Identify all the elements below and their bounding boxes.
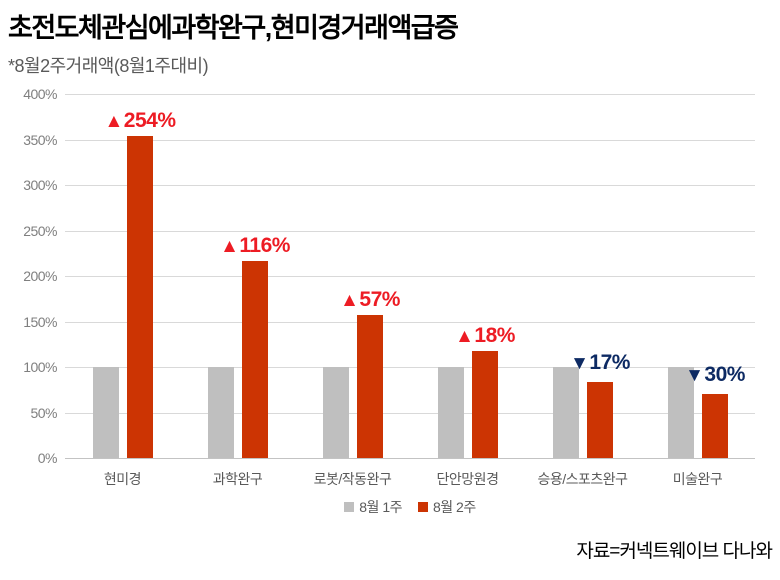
gridline (65, 412, 755, 414)
category-group: ▼30% 미술완구 (640, 94, 755, 487)
plot-area: 0% 50% 100% 150% 200% 250% 300% 350% 400% ▲254% 현미… (23, 86, 755, 487)
y-axis-label: 200% (23, 268, 57, 284)
change-annotation: ▲116% (220, 234, 290, 258)
category-group: ▲18% 단안망원경 (410, 94, 525, 487)
y-axis-label: 100% (23, 359, 57, 375)
y-axis-label: 400% (23, 86, 57, 102)
gridline (65, 230, 755, 232)
up-triangle-icon: ▲ (220, 236, 239, 258)
category-label: 승용/스포츠완구 (537, 471, 628, 487)
change-annotation: ▲57% (340, 288, 400, 312)
y-axis-label: 300% (23, 177, 57, 193)
down-triangle-icon: ▼ (570, 353, 589, 375)
week1-swatch-icon (344, 502, 355, 512)
bar-week1 (323, 367, 349, 458)
bar-week2 (702, 394, 728, 458)
category-label: 미술완구 (672, 471, 723, 487)
legend-item-week1: 8월 1주 (344, 497, 402, 517)
bar-week2 (357, 315, 383, 458)
chart-legend: 8월 1주 8월 2주 (65, 497, 755, 517)
category-group: ▼17% 승용/스포츠완구 (525, 94, 640, 487)
y-axis-label: 250% (23, 222, 57, 239)
gridline (65, 276, 755, 277)
up-triangle-icon: ▲ (340, 290, 359, 312)
y-axis-label: 150% (23, 313, 57, 330)
y-axis-label: 50% (30, 404, 57, 421)
category-label: 현미경 (103, 471, 142, 487)
chart-subtitle: *8월2주거래액(8월1주대비) (8, 56, 209, 76)
up-triangle-icon: ▲ (455, 325, 474, 347)
source-credit: 자료=커넥트웨이브 다나와 (576, 541, 773, 562)
bar-week1 (438, 367, 464, 458)
legend-label-week2: 8월 2주 (433, 499, 476, 515)
bar-week2 (127, 135, 153, 458)
bar-week2 (587, 382, 613, 458)
week2-swatch-icon (418, 502, 428, 512)
category-label: 단안망원경 (436, 471, 499, 487)
bar-week2 (472, 350, 498, 458)
category-label: 과학완구 (212, 471, 263, 487)
y-axis-label: 0% (37, 450, 58, 466)
category-group: ▲57% 로봇/작동완구 (295, 94, 410, 487)
legend-item-week2: 8월 2주 (418, 497, 476, 517)
y-axis-label: 350% (23, 131, 57, 148)
chart-title: 초전도체관심에과학완구,현미경거래액급증 (8, 13, 459, 43)
gridline (65, 185, 755, 186)
change-annotation: ▼17% (570, 351, 630, 375)
gridline (65, 321, 755, 323)
gridline (65, 139, 755, 141)
gridline (65, 458, 755, 459)
category-label: 로봇/작동완구 (313, 471, 392, 487)
bar-week1 (93, 367, 119, 458)
bar-week2 (242, 261, 268, 458)
up-triangle-icon: ▲ (104, 110, 123, 132)
legend-label-week1: 8월 1주 (359, 499, 402, 515)
change-annotation: ▼30% (685, 363, 745, 387)
bar-week1 (208, 367, 234, 458)
gridline (65, 94, 755, 95)
change-annotation: ▲254% (104, 108, 176, 132)
category-group: ▲116% 과학완구 (180, 94, 295, 487)
down-triangle-icon: ▼ (685, 365, 704, 387)
change-annotation: ▲18% (455, 323, 515, 347)
bar-week1 (668, 367, 694, 458)
bar-week1 (553, 367, 579, 458)
category-group: ▲254% 현미경 (65, 94, 180, 487)
gridline (65, 367, 755, 368)
